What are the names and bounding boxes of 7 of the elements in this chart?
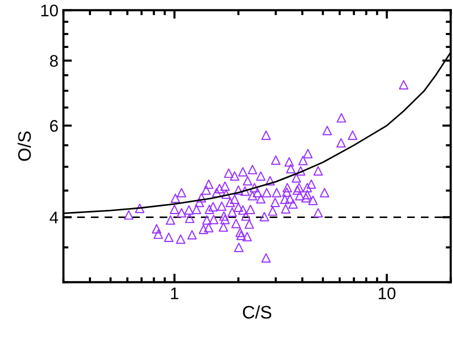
y-tick-label: 4: [50, 212, 58, 224]
y-tick-label: 6: [50, 120, 58, 132]
x-axis-title: C/S: [242, 305, 272, 319]
y-tick-label: 10: [41, 4, 58, 16]
y-tick-label: 8: [50, 55, 58, 67]
x-tick-label: 1: [171, 288, 178, 300]
y-axis-title: O/S: [18, 131, 31, 161]
